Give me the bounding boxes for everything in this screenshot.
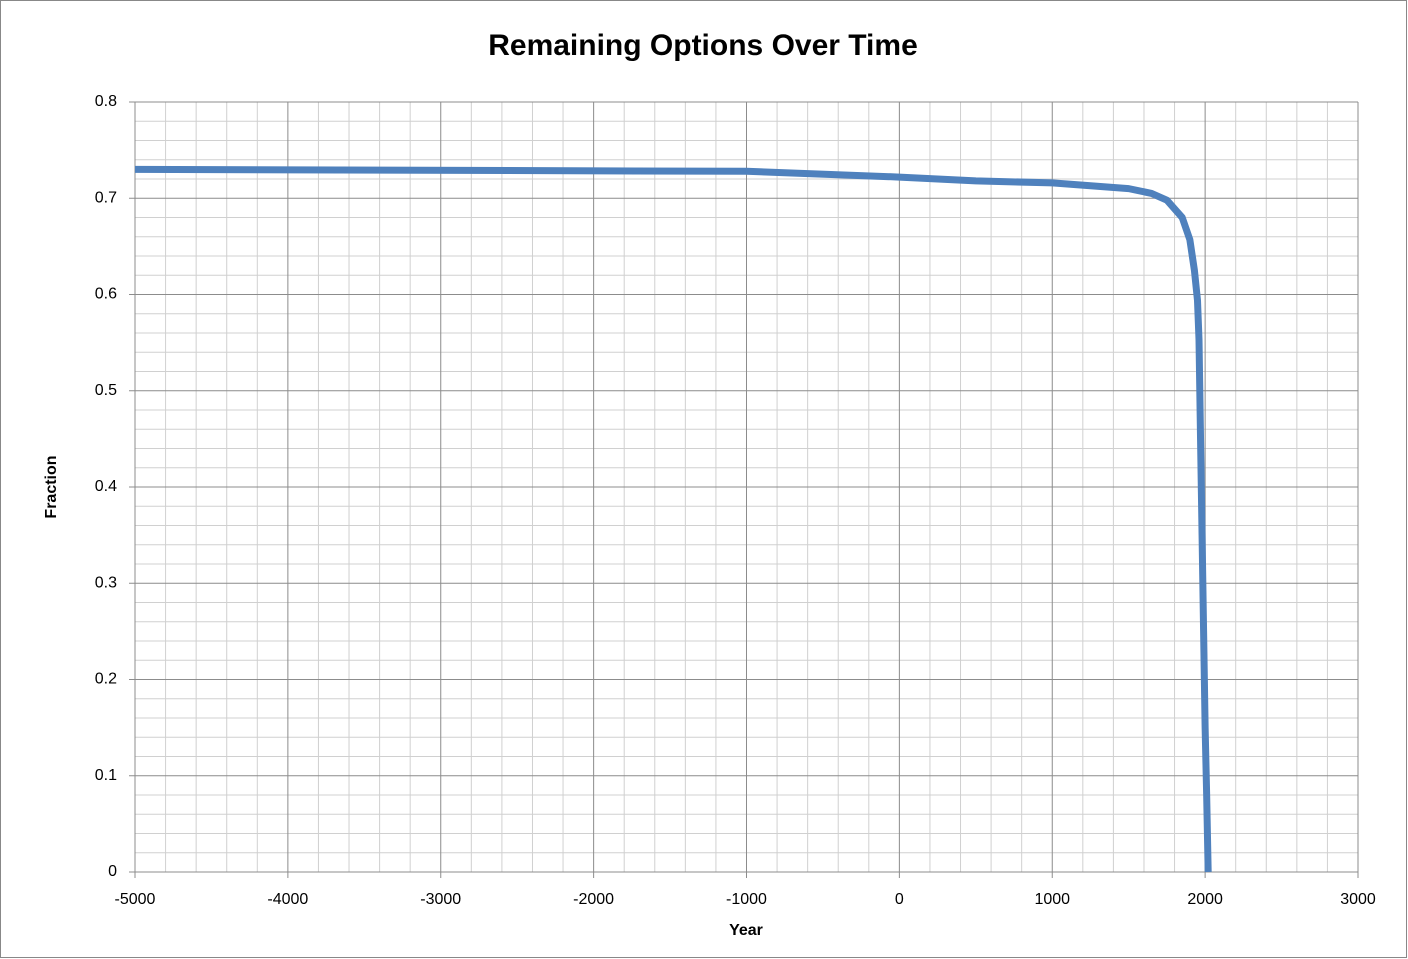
x-axis-label: Year xyxy=(729,922,763,939)
y-tick-label: 0.1 xyxy=(95,767,117,784)
y-tick-label: 0.6 xyxy=(95,286,117,303)
chart-title: Remaining Options Over Time xyxy=(488,29,918,62)
y-tick-label: 0.2 xyxy=(95,671,117,688)
y-tick-label: 0.7 xyxy=(95,189,117,206)
x-tick-label: 2000 xyxy=(1187,891,1223,908)
x-tick-label: -3000 xyxy=(420,891,461,908)
y-axis-label: Fraction xyxy=(43,455,60,518)
x-tick-label: -2000 xyxy=(573,891,614,908)
x-tick-label: 3000 xyxy=(1340,891,1376,908)
y-tick-label: 0 xyxy=(108,863,117,880)
x-tick-label: 0 xyxy=(895,891,904,908)
y-tick-label: 0.5 xyxy=(95,382,117,399)
y-tick-label: 0.3 xyxy=(95,574,117,591)
x-tick-label: -1000 xyxy=(726,891,767,908)
y-tick-label: 0.4 xyxy=(95,478,117,495)
data-line xyxy=(134,165,1212,873)
x-tick-label: -4000 xyxy=(267,891,308,908)
x-tick-label: 1000 xyxy=(1034,891,1070,908)
y-tick-label: 0.8 xyxy=(95,93,117,110)
x-tick-label: -5000 xyxy=(115,891,156,908)
